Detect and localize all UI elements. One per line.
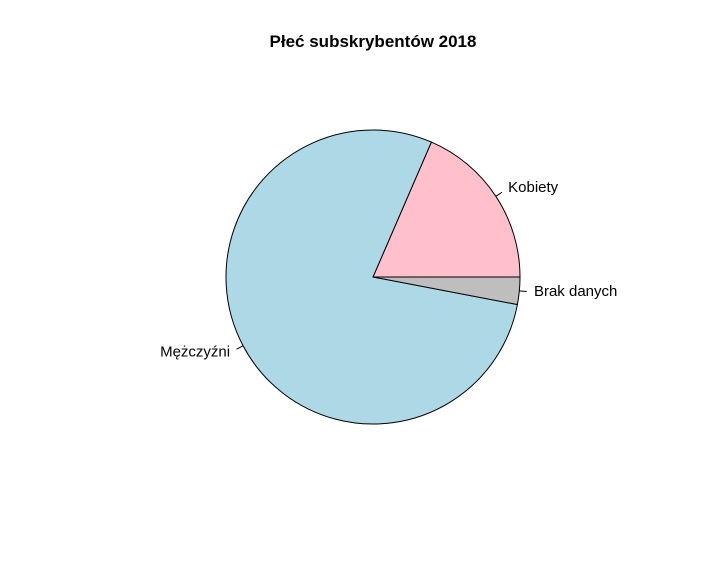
pie-slice-kobiety — [372, 141, 521, 278]
chart-title: Płeć subskrybentów 2018 — [270, 32, 477, 51]
pie-slice-mezczyzni — [225, 129, 518, 425]
pie-label-kobiety: Kobiety — [508, 179, 559, 196]
pie-label-mezczyzni: Mężczyźni — [160, 344, 230, 361]
pie-label-brak-danych: Brak danych — [534, 283, 617, 300]
pie-slices — [225, 129, 521, 425]
leader-line-kobiety — [495, 191, 503, 197]
pie-labels: Kobiety Mężczyźni Brak danych — [160, 179, 617, 360]
leader-line-mezczyzni — [236, 345, 244, 350]
leader-line-brak-danych — [519, 290, 527, 293]
